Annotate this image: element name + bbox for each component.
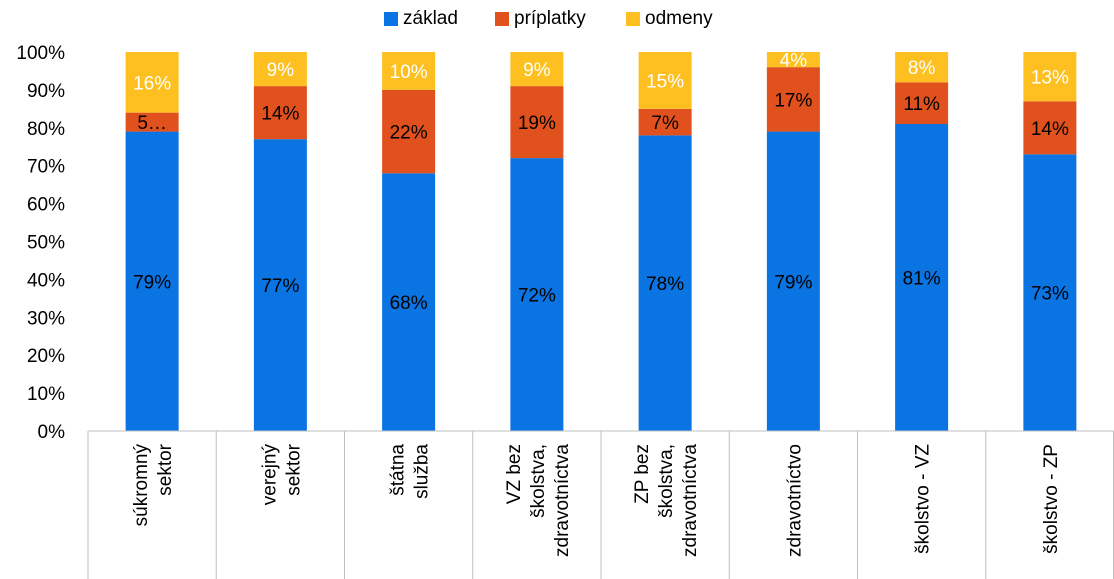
- data-label: 22%: [390, 123, 428, 144]
- data-label: 79%: [133, 272, 171, 293]
- legend-swatch-zaklad: [384, 12, 398, 26]
- bar-segment: [895, 52, 949, 83]
- legend-item-odmeny: odmeny: [626, 8, 713, 30]
- data-label: 16%: [133, 73, 171, 94]
- bar-segment: [638, 52, 692, 109]
- bar-segment: [125, 112, 179, 132]
- x-tick-label: sektor: [283, 443, 304, 495]
- data-label: 4%: [780, 51, 808, 72]
- data-label: 13%: [1031, 68, 1069, 89]
- y-tick-label: 0%: [38, 422, 66, 443]
- x-tick-label: zdravotníctva: [552, 444, 573, 557]
- x-tick-label: školstva,: [528, 444, 549, 518]
- x-tick-label: školstvo - VZ: [913, 444, 934, 554]
- bar-segment: [1023, 101, 1077, 155]
- y-tick-label: 30%: [27, 308, 65, 329]
- x-tick-label: školstva,: [656, 444, 677, 518]
- data-label: 72%: [518, 286, 556, 307]
- bar-segment: [382, 89, 436, 174]
- y-tick-label: 90%: [27, 81, 65, 102]
- bar-segment: [510, 52, 564, 87]
- bar-segment: [253, 86, 307, 140]
- data-label: 7%: [651, 113, 679, 134]
- data-label: 17%: [774, 90, 812, 111]
- data-label: 68%: [390, 293, 428, 314]
- y-tick-label: 70%: [27, 157, 65, 178]
- y-tick-label: 60%: [27, 195, 65, 216]
- bar-segment: [766, 52, 820, 68]
- x-tick-label: zdravotníctva: [680, 444, 701, 557]
- bar-segment: [125, 52, 179, 113]
- bar-segment: [253, 139, 307, 432]
- data-label: 73%: [1031, 284, 1069, 305]
- legend-label-priplatky: príplatky: [514, 8, 586, 29]
- y-tick-label: 50%: [27, 233, 65, 254]
- legend-item-zaklad: základ: [384, 8, 458, 30]
- legend-swatch-priplatky: [495, 12, 509, 26]
- bar-segment: [766, 67, 820, 132]
- legend-swatch-odmeny: [626, 12, 640, 26]
- y-tick-label: 40%: [27, 270, 65, 291]
- data-label: 14%: [261, 104, 299, 125]
- bar-segment: [510, 86, 564, 159]
- x-tick-label: služba: [412, 444, 433, 499]
- x-tick-label: zdravotníctvo: [784, 444, 805, 557]
- data-label: 10%: [390, 62, 428, 83]
- legend-item-priplatky: príplatky: [495, 8, 586, 30]
- y-tick-label: 80%: [27, 119, 65, 140]
- data-label: 5…: [137, 113, 167, 134]
- bar-segment: [895, 82, 949, 125]
- bar-segment: [382, 173, 436, 431]
- x-tick-label: sektor: [155, 443, 176, 495]
- data-label: 78%: [646, 274, 684, 295]
- data-label: 9%: [523, 60, 551, 81]
- data-label: 81%: [903, 269, 941, 290]
- x-tick-label: súkromný: [131, 444, 152, 527]
- data-label: 11%: [903, 94, 940, 115]
- bar-segment: [1023, 154, 1077, 431]
- y-tick-label: 10%: [27, 384, 65, 405]
- bar-segment: [382, 52, 436, 90]
- bar-segment: [766, 131, 820, 431]
- data-label: 8%: [908, 58, 936, 79]
- bar-segment: [638, 108, 692, 136]
- bar-segment: [895, 124, 949, 431]
- x-tick-label: štátna: [388, 444, 409, 496]
- data-label: 77%: [261, 276, 299, 297]
- bar-segment: [510, 158, 564, 431]
- data-label: 15%: [646, 71, 684, 92]
- legend-label-zaklad: základ: [403, 8, 458, 29]
- data-label: 14%: [1031, 119, 1069, 140]
- x-tick-label: verejný: [259, 444, 280, 506]
- bar-segment: [125, 131, 179, 431]
- x-tick-label: školstvo - ZP: [1041, 444, 1062, 554]
- data-label: 9%: [267, 60, 295, 81]
- legend-label-odmeny: odmeny: [645, 8, 713, 29]
- x-tick-label: ZP bez: [632, 444, 653, 504]
- data-label: 19%: [518, 113, 556, 134]
- y-tick-label: 100%: [16, 43, 65, 64]
- chart-legend: základ príplatky odmeny: [0, 8, 1114, 38]
- x-tick-label: VZ bez: [504, 444, 525, 504]
- data-label: 79%: [774, 272, 812, 293]
- bar-segment: [253, 52, 307, 87]
- bar-segment: [1023, 52, 1077, 102]
- y-tick-label: 20%: [27, 346, 65, 367]
- bar-segment: [638, 135, 692, 431]
